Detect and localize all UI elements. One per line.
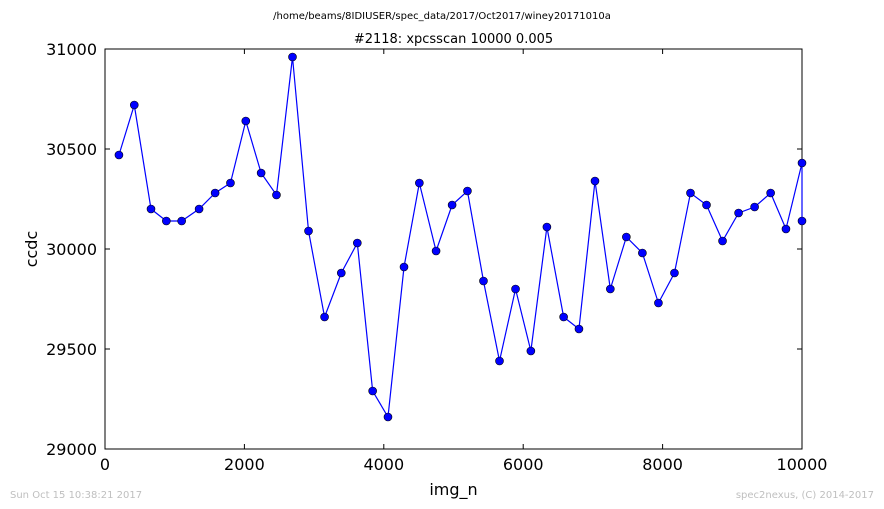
footer-timestamp: Sun Oct 15 10:38:21 2017 bbox=[10, 490, 143, 501]
y-axis: 29000 29500 30000 30500 31000 bbox=[46, 40, 802, 459]
data-point bbox=[750, 202, 759, 212]
data-point bbox=[320, 312, 329, 322]
data-point bbox=[638, 248, 647, 258]
data-point bbox=[734, 208, 743, 218]
data-point bbox=[194, 204, 204, 214]
series-path bbox=[118, 56, 803, 419]
chart-suptitle: /home/beams/8IDIUSER/spec_data/2017/Oct2… bbox=[273, 11, 611, 22]
data-point bbox=[590, 176, 600, 186]
data-point bbox=[766, 188, 775, 198]
data-point bbox=[241, 116, 251, 126]
data-point bbox=[177, 216, 186, 226]
y-tick-label: 31000 bbox=[46, 40, 97, 59]
data-point bbox=[542, 222, 552, 232]
y-tick-label: 30500 bbox=[46, 140, 97, 159]
data-point bbox=[526, 346, 536, 356]
data-point bbox=[797, 158, 807, 168]
data-point bbox=[336, 268, 346, 278]
data-point bbox=[256, 168, 266, 178]
x-tick-label: 4000 bbox=[363, 455, 404, 474]
data-point bbox=[146, 204, 156, 214]
data-point bbox=[399, 262, 409, 272]
plot-area bbox=[104, 48, 803, 450]
x-tick-label: 6000 bbox=[503, 455, 544, 474]
data-point bbox=[702, 200, 711, 210]
data-point bbox=[718, 236, 727, 246]
data-point bbox=[670, 268, 679, 278]
data-point bbox=[447, 200, 457, 210]
y-tick-label: 29500 bbox=[46, 340, 97, 359]
y-tick-label: 29000 bbox=[46, 440, 97, 459]
data-point bbox=[272, 190, 281, 200]
data-point bbox=[559, 312, 568, 322]
x-axis-label: img_n bbox=[429, 480, 477, 500]
data-point bbox=[797, 216, 807, 226]
y-axis-label: ccdc bbox=[22, 231, 41, 268]
series-line bbox=[114, 52, 807, 422]
footer-credit: spec2nexus, (C) 2014-2017 bbox=[735, 490, 874, 501]
data-point bbox=[574, 324, 584, 334]
data-point bbox=[479, 276, 488, 286]
x-tick-label: 8000 bbox=[642, 455, 683, 474]
data-point bbox=[781, 224, 791, 234]
chart-title: #2118: xpcsscan 10000 0.005 bbox=[354, 32, 553, 47]
data-point bbox=[162, 216, 171, 226]
x-axis: 0 2000 4000 6000 8000 10000 bbox=[100, 49, 828, 474]
data-point bbox=[431, 246, 441, 256]
data-point bbox=[622, 232, 631, 242]
data-point bbox=[226, 178, 235, 188]
data-point bbox=[606, 284, 615, 294]
data-point bbox=[353, 238, 362, 248]
data-point bbox=[686, 188, 695, 198]
data-point bbox=[114, 150, 124, 160]
y-tick-label: 30000 bbox=[46, 240, 97, 259]
data-point bbox=[304, 226, 313, 236]
data-point bbox=[383, 412, 393, 422]
data-point bbox=[210, 188, 220, 198]
x-tick-label: 10000 bbox=[777, 455, 828, 474]
data-point bbox=[288, 52, 297, 62]
x-tick-label: 2000 bbox=[224, 455, 265, 474]
data-point bbox=[495, 356, 504, 366]
data-point bbox=[511, 284, 520, 294]
data-point bbox=[654, 298, 663, 308]
x-tick-label: 0 bbox=[100, 455, 110, 474]
data-point bbox=[368, 386, 377, 396]
data-point bbox=[129, 100, 139, 110]
data-point bbox=[463, 186, 472, 196]
data-point bbox=[415, 178, 424, 188]
